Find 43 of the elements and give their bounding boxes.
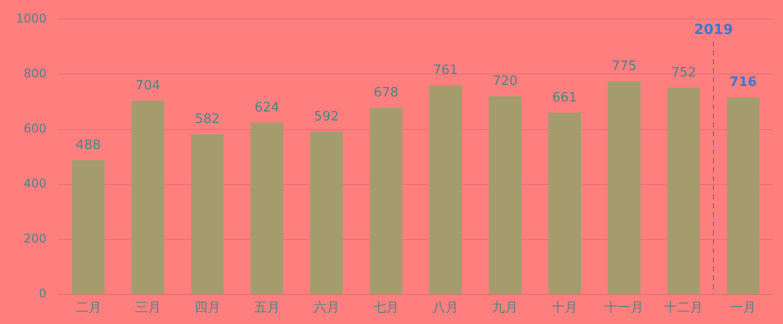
x-tick-label: 二月 xyxy=(75,300,102,316)
data-label: 624 xyxy=(254,100,280,116)
x-tick-label: 十二月 xyxy=(664,300,704,316)
data-label: 761 xyxy=(433,62,458,78)
bar xyxy=(488,96,522,294)
x-tick-label: 六月 xyxy=(313,300,340,316)
data-label: 720 xyxy=(492,74,518,90)
bar xyxy=(72,160,105,294)
bar xyxy=(726,97,760,294)
ref-line-label: 2019 xyxy=(694,22,733,38)
y-tick-label: 200 xyxy=(24,231,47,246)
x-tick-label: 三月 xyxy=(134,300,161,316)
data-label: 592 xyxy=(314,109,339,124)
data-label: 678 xyxy=(374,86,398,101)
x-tick-label: 一月 xyxy=(730,300,756,316)
bar xyxy=(131,100,164,294)
y-tick-label: 800 xyxy=(24,66,47,80)
bar xyxy=(191,134,224,294)
bar xyxy=(429,84,462,294)
bar xyxy=(667,87,700,294)
bar xyxy=(250,122,284,294)
x-tick-label: 四月 xyxy=(194,300,220,316)
data-label: 661 xyxy=(552,90,578,106)
bar xyxy=(310,131,343,294)
bar xyxy=(608,81,641,294)
x-tick-label: 七月 xyxy=(373,300,399,316)
data-label: 582 xyxy=(194,112,220,128)
x-tick-label: 八月 xyxy=(432,300,459,316)
data-label: 716 xyxy=(730,75,757,90)
y-tick-label: 600 xyxy=(24,121,47,136)
x-tick-label: 十月 xyxy=(552,300,578,316)
bar xyxy=(370,108,402,294)
y-tick-label: 400 xyxy=(24,176,47,190)
data-label: 488 xyxy=(76,138,101,153)
x-tick-label: 五月 xyxy=(254,300,280,316)
data-label: 775 xyxy=(612,58,637,74)
data-label: 704 xyxy=(135,78,160,94)
y-tick-label: 1000 xyxy=(16,11,47,26)
bar xyxy=(548,112,581,294)
x-tick-label: 十一月 xyxy=(604,300,644,316)
x-tick-label: 九月 xyxy=(492,300,518,316)
data-label: 752 xyxy=(671,65,696,80)
y-tick-label: 0 xyxy=(38,286,47,301)
